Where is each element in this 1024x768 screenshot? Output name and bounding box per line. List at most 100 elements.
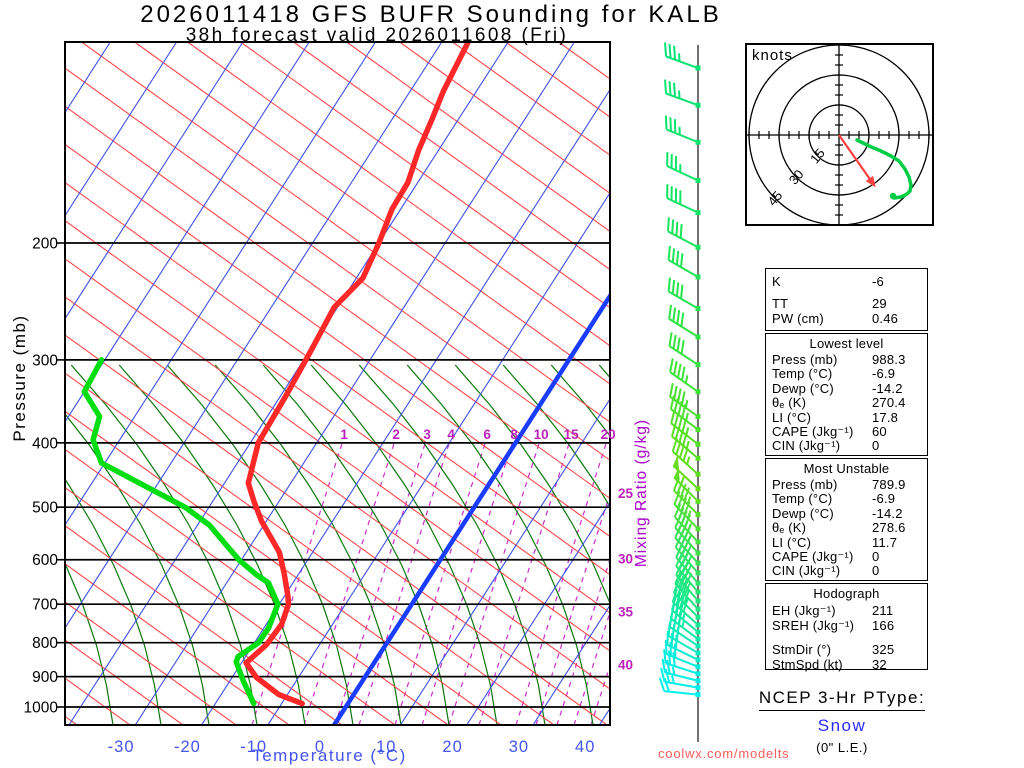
barb-full: [672, 652, 676, 667]
chart-title-line1: 2026011418 GFS BUFR Sounding for KALB: [140, 1, 722, 28]
wind-barb: [673, 490, 701, 532]
mixing-ratio-tick-label: 20: [601, 427, 616, 442]
dry-adiabat-line: [65, 410, 502, 725]
hodograph-trace: [855, 138, 913, 200]
barb-full: [668, 43, 672, 59]
dry-adiabat-line: [65, 563, 290, 725]
table-row: K -6: [772, 274, 927, 289]
temperature-tick-label: 20: [442, 738, 462, 756]
row-label: Press (mb): [772, 477, 838, 492]
wind-barb: [667, 277, 701, 311]
barb-half: [686, 456, 691, 465]
barb-full: [678, 565, 687, 579]
mixing-ratio-tick-label: 6: [483, 427, 491, 442]
pressure-tick-label: 600: [32, 552, 58, 569]
dry-adiabat-line: [65, 601, 237, 725]
barb-full: [677, 388, 682, 403]
barb-staff: [666, 653, 699, 668]
mixing-ratio-tick-label: 30: [618, 551, 633, 566]
temperature-tick-label: -20: [174, 738, 201, 756]
barb-full: [679, 483, 687, 498]
temperature-axis-label: Temperature (°C): [252, 746, 407, 765]
barb-half: [671, 666, 676, 676]
temperature-tick-label: 40: [575, 738, 595, 756]
pressure-tick-label: 400: [32, 435, 58, 452]
table-row: EH (Jkg⁻¹) 211: [772, 603, 927, 618]
watermark-link[interactable]: coolwx.com/modelts: [658, 746, 790, 761]
barb-staff: [667, 230, 699, 249]
storm-motion-arrowhead: [865, 175, 876, 188]
temperature-tick-label: 10: [376, 738, 396, 756]
barb-full: [675, 561, 684, 576]
barb-half: [685, 440, 690, 450]
barb-full: [671, 279, 676, 294]
barb-full: [666, 659, 671, 674]
barb-staff: [665, 55, 699, 69]
dry-adiabat-line: [65, 525, 343, 725]
mixing-ratio-line: [535, 493, 610, 725]
row-label: K: [772, 274, 781, 289]
barb-full: [675, 250, 680, 265]
hodograph-units-label: knots: [752, 47, 793, 64]
moist-adiabat-line: [502, 364, 610, 508]
table-row: CAPE (Jkg⁻¹) 60: [772, 424, 927, 439]
barb-full: [669, 117, 672, 132]
barb-full: [673, 119, 677, 134]
row-label: LI (°C): [772, 534, 812, 550]
isotherm-line: [134, 42, 575, 725]
table-row: Temp (°C) -6.9: [772, 491, 927, 506]
wind-barb: [673, 477, 701, 518]
barb-full: [670, 422, 677, 437]
table-row: CIN (Jkg⁻¹) 0: [772, 564, 927, 579]
row-value: -14.2: [872, 380, 903, 396]
dry-adiabat-line: [65, 181, 610, 576]
stability-indices-table: K -6 TT 29 PW (cm) 0.46: [765, 268, 928, 331]
table-row: θₑ (K) 270.4: [772, 395, 927, 410]
wind-barb: [661, 658, 701, 684]
barb-staff: [666, 197, 699, 214]
barb-full: [669, 395, 675, 410]
barb-full: [678, 594, 686, 609]
dry-adiabat-line: [65, 258, 610, 652]
pressure-tick-label: 800: [32, 635, 58, 652]
row-value: 278.6: [872, 520, 906, 536]
row-label: TT: [772, 296, 789, 311]
mixing-ratio-tick-label: 2: [392, 427, 400, 442]
dry-adiabat-line: [65, 448, 449, 725]
mixing-ratio-tick-label: 1: [340, 427, 348, 442]
barb-staff: [669, 371, 699, 393]
row-value: 789.9: [872, 477, 906, 492]
table-title: Lowest level: [809, 336, 884, 351]
plot-border: [64, 41, 611, 726]
barb-full: [683, 487, 691, 502]
moist-adiabat-line: [358, 364, 546, 725]
isotherm-line: [65, 42, 443, 630]
moist-adiabat-line: [65, 478, 162, 725]
temperature-tick-label: -30: [108, 738, 135, 756]
barb-staff: [674, 526, 699, 554]
barb-staff: [668, 635, 699, 654]
barb-full: [680, 312, 685, 327]
barb-full: [675, 282, 680, 297]
barb-full: [681, 569, 690, 583]
barb-full: [673, 477, 680, 491]
barb-half: [681, 619, 686, 628]
barb-full: [676, 337, 681, 352]
mixing-ratio-tick-label: 3: [423, 427, 431, 442]
barb-half: [684, 375, 689, 384]
barb-staff: [672, 450, 699, 475]
barb-full: [673, 579, 680, 594]
dry-adiabat-line: [399, 42, 610, 195]
lowest-level-table: Lowest level Press (mb) 988.3 Temp (°C) -6.9…: [765, 333, 928, 456]
barb-full: [668, 304, 673, 320]
barb-full: [682, 598, 689, 613]
hodograph-stats-table: Hodograph EH (Jkg⁻¹) 211 SREH (Jkg⁻¹) 166 Stm…: [765, 583, 928, 672]
moist-adiabat-line: [65, 562, 114, 725]
barb-full: [677, 401, 683, 416]
table-row: Press (mb) 988.3: [772, 352, 927, 367]
dry-adiabat-line: [293, 42, 610, 271]
barb-full: [669, 382, 674, 398]
table-row: θₑ (K) 278.6: [772, 520, 927, 536]
isotherm-line: [267, 191, 610, 725]
wind-barb: [663, 649, 701, 677]
